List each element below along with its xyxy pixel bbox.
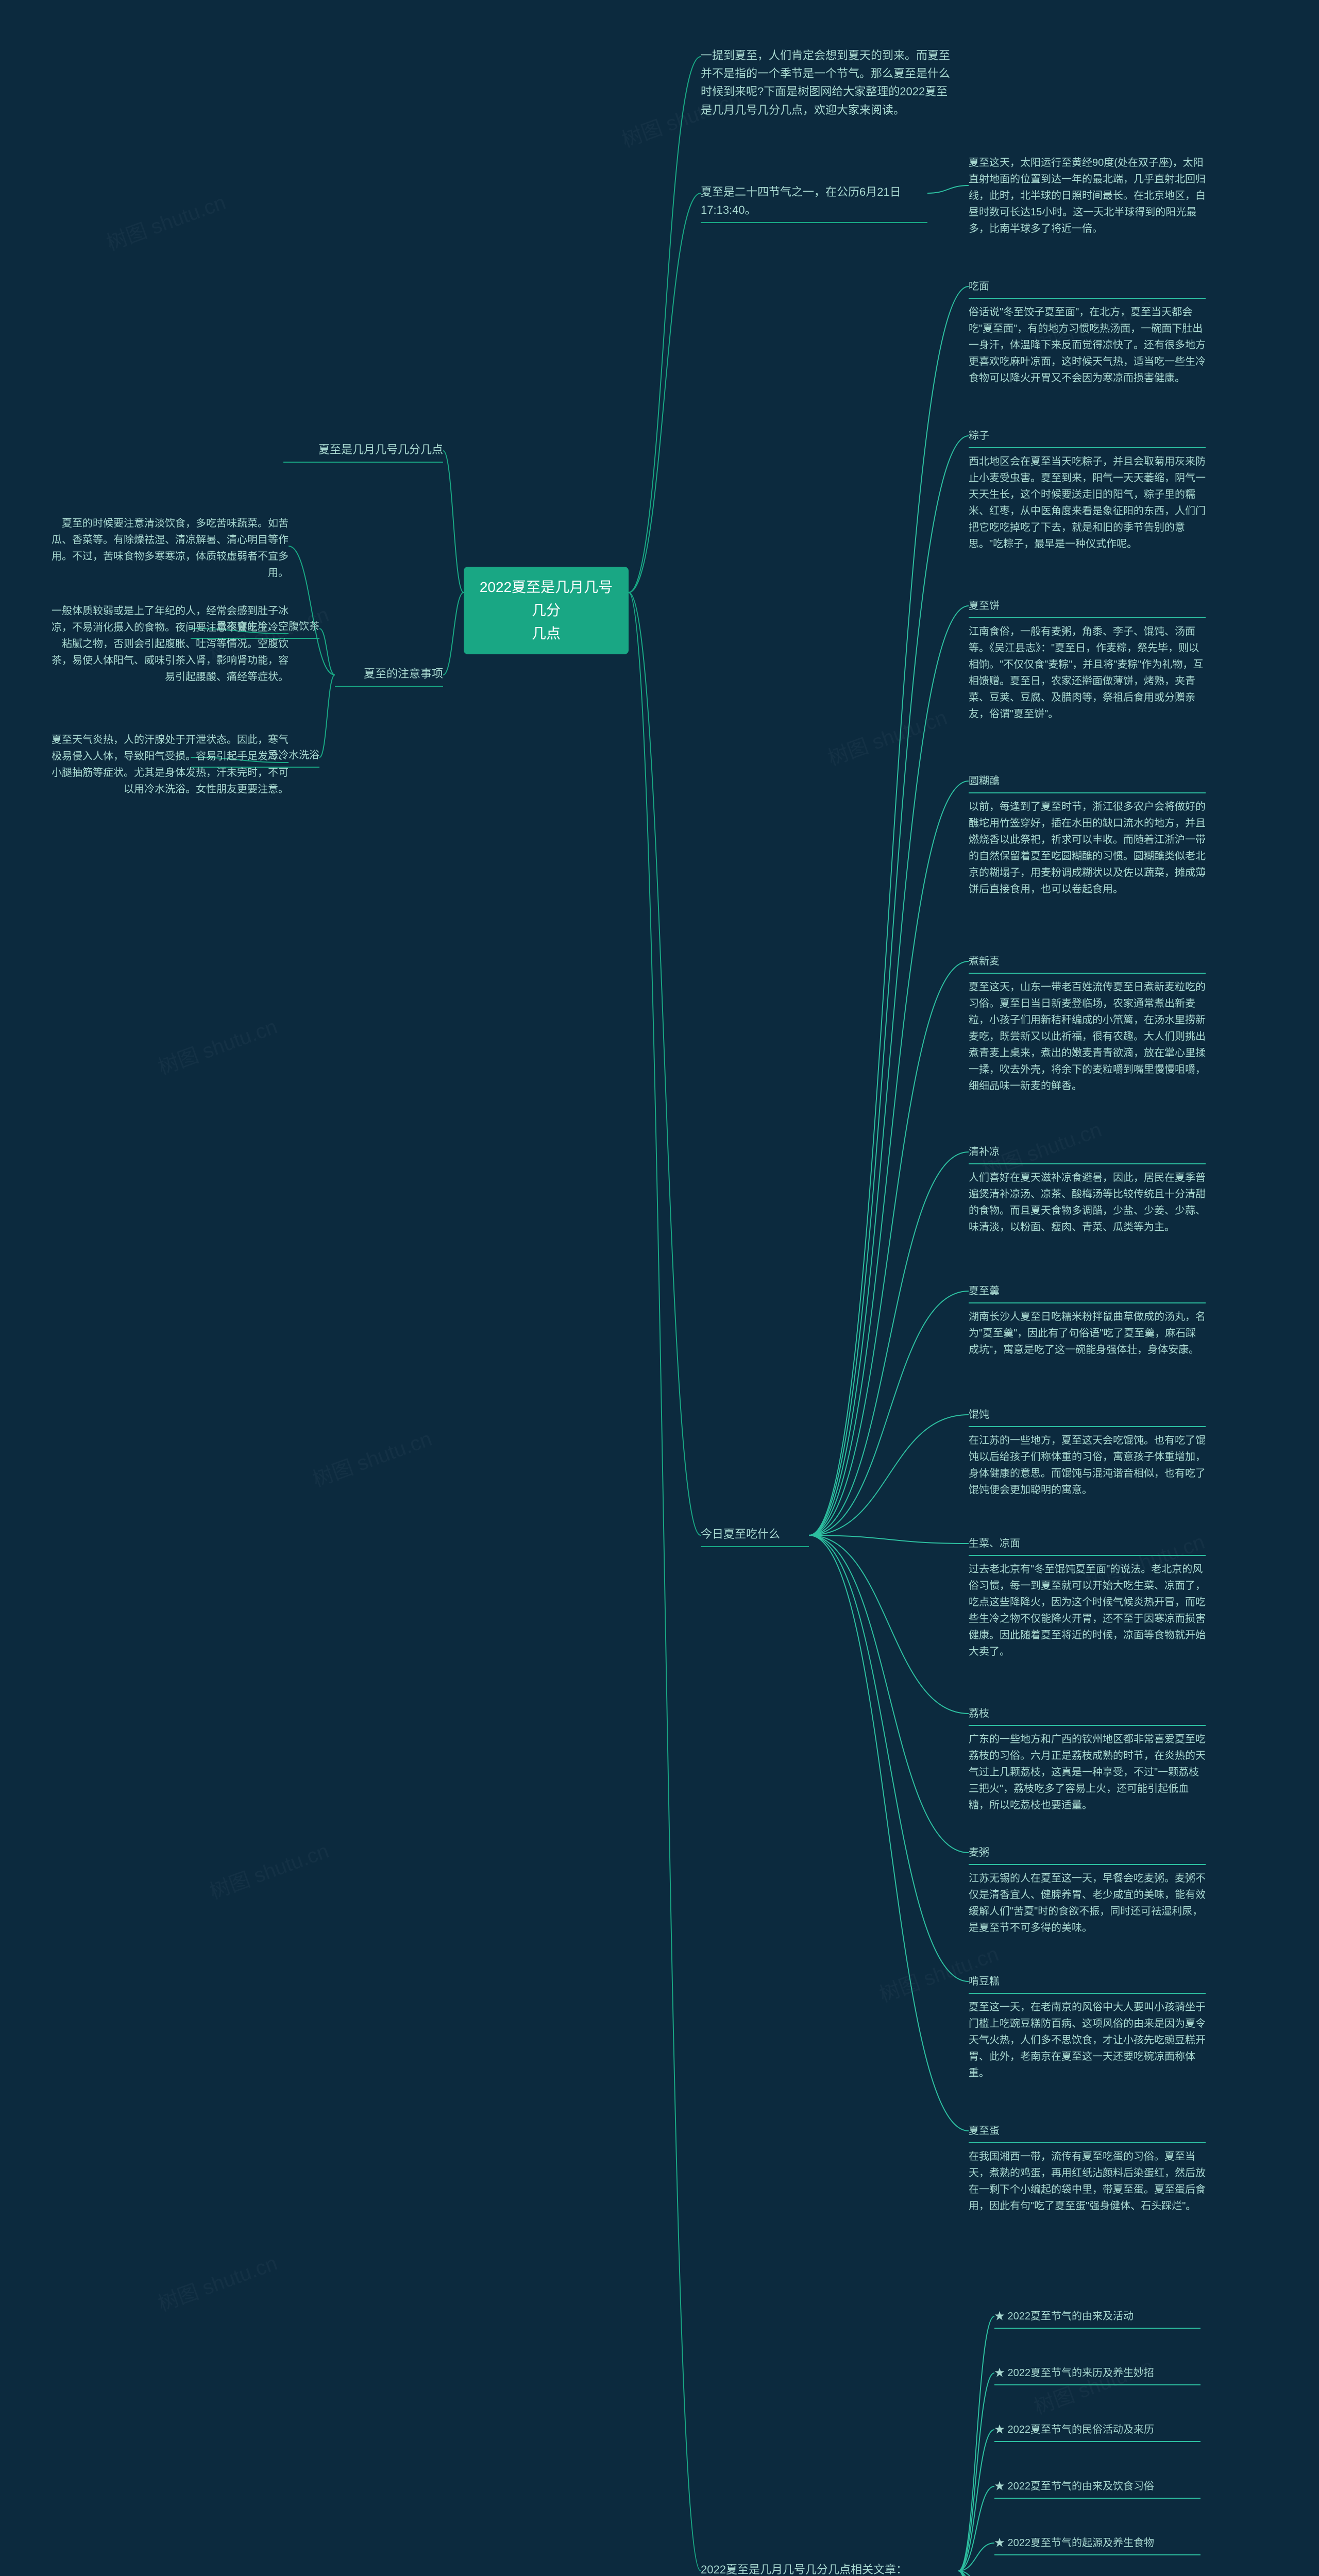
leaf-title: 夏至蛋: [969, 2123, 1206, 2143]
leaf-title: ★ 2022夏至节气的由来及活动: [994, 2308, 1200, 2329]
leaf-body: 俗话说"冬至饺子夏至面"，在北方，夏至当天都会吃"夏至面"，有的地方习惯吃热汤面…: [969, 304, 1206, 386]
watermark: 树图 shutu.cn: [823, 701, 951, 771]
leaf-title: ★ 2022夏至节气的民俗活动及来历: [994, 2421, 1200, 2442]
leaf-title: ★ 2022夏至节气的来历及养生妙招: [994, 2365, 1200, 2385]
watermark: 树图 shutu.cn: [874, 1937, 1002, 2008]
leaf-title: 生菜、凉面: [969, 1535, 1206, 1556]
leaf-title: ★ 2022夏至节气的由来及饮食习俗: [994, 2478, 1200, 2499]
leaf-title: 夏至饼: [969, 598, 1206, 618]
leaf-body: 一般体质较弱或是上了年纪的人，经常会感到肚子冰凉，不易消化摄入的食物。夜间要注意…: [46, 603, 289, 685]
watermark: 树图 shutu.cn: [205, 1834, 332, 1905]
leaf-body: 以前，每逢到了夏至时节，浙江很多农户会将做好的醮坨用竹签穿好，插在水田的缺口流水…: [969, 799, 1206, 897]
leaf-body: 夏至这一天，在老南京的风俗中大人要叫小孩骑坐于门槛上吃豌豆糕防百病、这项风俗的由…: [969, 1999, 1206, 2081]
leaf-title: 圆糊醮: [969, 773, 1206, 793]
leaf-body: 广东的一些地方和广西的钦州地区都非常喜爱夏至吃荔枝的习俗。六月正是荔枝成熟的时节…: [969, 1731, 1206, 1814]
leaf-body: 人们喜好在夏天滋补凉食避暑，因此，居民在夏季普遍煲清补凉汤、凉茶、酸梅汤等比较传…: [969, 1170, 1206, 1235]
watermark: 树图 shutu.cn: [153, 2246, 281, 2317]
leaf-body: 夏至这天，山东一带老百姓流传夏至日煮新麦粒吃的习俗。夏至日当日新麦登临场，农家通…: [969, 979, 1206, 1094]
leaf-title: 吃面: [969, 278, 1206, 299]
leaf-title: 麦粥: [969, 1844, 1206, 1865]
leaf-body: 夏至的时候要注意清淡饮食，多吃苦味蔬菜。如苦瓜、香菜等。有除燥祛湿、清凉解暑、清…: [46, 515, 289, 581]
leaf-title: 煮新麦: [969, 953, 1206, 974]
leaf-title: 粽子: [969, 428, 1206, 448]
leaf-title: 啃豆糕: [969, 1973, 1206, 1994]
branch-node: 一提到夏至，人们肯定会想到夏天的到来。而夏至并不是指的一个季节是一个节气。那么夏…: [701, 46, 958, 119]
leaf-body: 在我国湘西一带，流传有夏至吃蛋的习俗。夏至当天，煮熟的鸡蛋，再用红纸沾颜料后染蛋…: [969, 2148, 1206, 2214]
watermark: 树图 shutu.cn: [102, 185, 229, 256]
leaf-body: 夏至天气炎热，人的汗腺处于开泄状态。因此，寒气极易侵入人体，导致阳气受损。容易引…: [46, 732, 289, 798]
leaf-title: 清补凉: [969, 1144, 1206, 1164]
leaf-title: 馄饨: [969, 1406, 1206, 1427]
branch-node: 今日夏至吃什么: [701, 1525, 809, 1547]
leaf-body: 夏至这天，太阳运行至黄经90度(处在双子座)，太阳直射地面的位置到达一年的最北端…: [969, 155, 1206, 237]
leaf-body: 过去老北京有"冬至馄饨夏至面"的说法。老北京的风俗习惯，每一到夏至就可以开始大吃…: [969, 1561, 1206, 1660]
leaf-body: 在江苏的一些地方，夏至这天会吃馄饨。也有吃了馄饨以后给孩子们称体重的习俗，寓意孩…: [969, 1432, 1206, 1498]
branch-node: 夏至是二十四节气之一，在公历6月21日17:13:40。: [701, 183, 927, 223]
leaf-title: ★ 2022夏至节气的起源及养生食物: [994, 2535, 1200, 2555]
branch-node: 夏至是几月几号几分几点: [283, 440, 443, 463]
watermark: 树图 shutu.cn: [153, 1010, 281, 1080]
leaf-body: 湖南长沙人夏至日吃糯米粉拌鼠曲草做成的汤丸，名为"夏至羹"，因此有了句俗语"吃了…: [969, 1309, 1206, 1358]
leaf-title: 夏至羹: [969, 1283, 1206, 1303]
leaf-body: 江苏无锡的人在夏至这一天，早餐会吃麦粥。麦粥不仅是清香宜人、健脾养胃、老少咸宜的…: [969, 1870, 1206, 1936]
leaf-title: 荔枝: [969, 1705, 1206, 1726]
branch-node: 2022夏至是几月几号几分几点相关文章：: [701, 2561, 958, 2576]
leaf-body: 西北地区会在夏至当天吃粽子，并且会取菊用灰来防止小麦受虫害。夏至到来，阳气一天天…: [969, 453, 1206, 552]
branch-node: 夏至的注意事项: [335, 665, 443, 687]
watermark: 树图 shutu.cn: [308, 1422, 435, 1493]
leaf-body: 江南食俗，一般有麦粥，角黍、李子、馄饨、汤面等。《吴江县志》："夏至日，作麦粽，…: [969, 623, 1206, 722]
root-node: 2022夏至是几月几号几分 几点: [464, 567, 629, 654]
